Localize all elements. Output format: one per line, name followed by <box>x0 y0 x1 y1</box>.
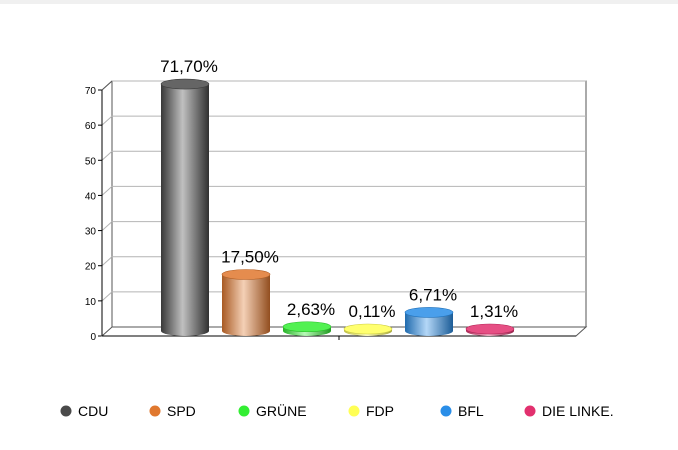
data-label: 6,71% <box>409 285 457 304</box>
legend: CDU SPD GRÜNE FDP BFL DIE LINKE. <box>60 402 614 419</box>
y-tick-label: 50 <box>85 156 97 167</box>
side-wall-top-edge <box>101 80 113 91</box>
legend-swatch <box>60 405 72 417</box>
gridline-side <box>101 186 113 196</box>
legend-label: BFL <box>458 403 484 419</box>
y-tick-label: 30 <box>85 227 97 238</box>
legend-swatch <box>238 405 250 417</box>
legend-label: GRÜNE <box>256 402 307 419</box>
axes: 0 10 20 30 40 50 60 70 <box>85 80 588 343</box>
bars <box>160 78 515 336</box>
bar-cap <box>404 307 454 318</box>
y-tick-label: 40 <box>85 191 97 202</box>
top-strip <box>0 0 678 4</box>
bar-cap <box>282 321 332 333</box>
gridline-side <box>101 256 113 267</box>
y-tick-label: 0 <box>90 332 96 343</box>
legend-label: SPD <box>167 403 196 419</box>
legend-swatch <box>149 405 161 417</box>
bar-cap <box>221 269 271 280</box>
bar-cdu <box>161 84 209 336</box>
y-tick-label: 60 <box>85 121 97 132</box>
legend-swatch <box>348 405 360 417</box>
data-label: 17,50% <box>221 248 279 267</box>
y-tick-label: 10 <box>85 297 97 308</box>
bar-spd <box>222 274 270 336</box>
bar-cap <box>160 78 210 90</box>
bar-cap <box>465 323 515 335</box>
gridline-side <box>101 221 113 231</box>
bar-cap <box>343 323 393 335</box>
gridline-side <box>101 150 113 161</box>
bar-bfl <box>405 312 453 336</box>
data-label: 71,70% <box>160 57 218 76</box>
legend-label: CDU <box>78 403 108 419</box>
y-tick-label: 70 <box>85 86 97 97</box>
legend-label: FDP <box>366 403 394 419</box>
data-label: 1,31% <box>470 302 518 321</box>
data-labels: 71,70% 17,50% 2,63% 0,11% 6,71% 1,31% <box>160 57 518 321</box>
data-label: 0,11% <box>349 302 396 321</box>
y-tick-label: 20 <box>85 262 97 273</box>
legend-swatch <box>524 405 536 417</box>
legend-swatch <box>440 405 452 417</box>
data-label: 2,63% <box>287 300 335 319</box>
gridline-side <box>101 115 113 126</box>
gridline-side <box>101 291 113 302</box>
legend-label: DIE LINKE. <box>542 403 614 419</box>
